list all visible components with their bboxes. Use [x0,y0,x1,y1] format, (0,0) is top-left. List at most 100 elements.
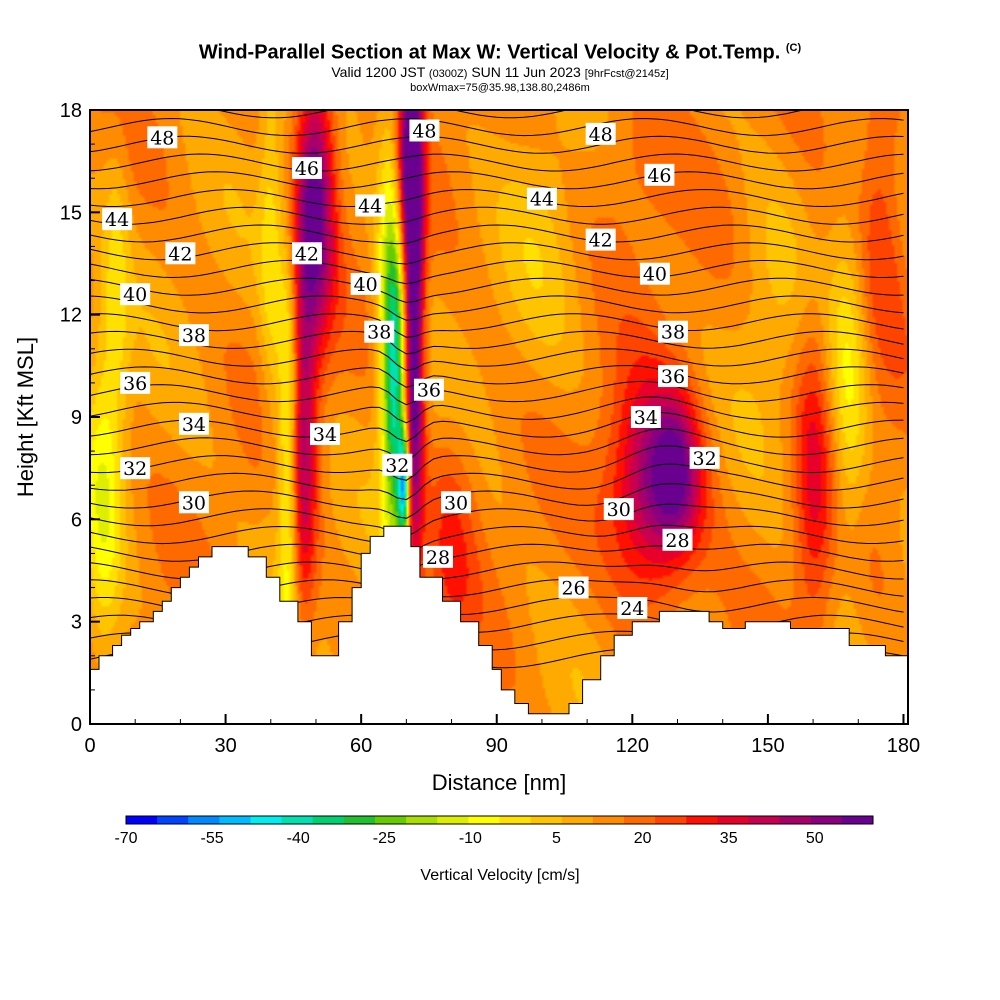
colorbar-tick-label: -25 [373,830,396,847]
theta-contour-line [90,153,904,172]
svg-text:36: 36 [417,380,441,402]
contour-label: 26 [558,576,589,600]
svg-text:30: 30 [607,499,631,521]
svg-text:38: 38 [661,322,685,344]
svg-text:42: 42 [295,243,319,265]
x-axis-title: Distance [nm] [432,770,567,795]
theta-contour-line [90,330,904,355]
svg-text:34: 34 [634,407,658,429]
x-tick-label: 60 [350,735,372,757]
theta-contour-line [90,483,904,519]
contour-label: 44 [355,194,386,218]
svg-text:46: 46 [295,158,319,180]
contour-label: 28 [422,545,453,569]
contour-label: 42 [291,242,322,265]
colorbar-swatch [624,816,656,824]
svg-text:48: 48 [412,120,436,142]
svg-text:48: 48 [589,124,613,146]
svg-text:26: 26 [561,578,585,600]
y-tick-label: 9 [71,407,82,429]
contour-label: 46 [644,163,675,187]
contour-label: 42 [585,228,616,252]
contour-label: 28 [662,528,693,552]
svg-text:24: 24 [620,598,644,620]
svg-text:28: 28 [665,530,689,552]
colorbar-swatch [561,816,594,824]
y-tick-label: 0 [71,714,82,736]
y-tick-label: 18 [60,100,82,122]
theta-contour-line [90,364,904,388]
contour-label: 48 [585,122,616,146]
theta-contour-line [90,445,904,481]
colorbar-swatch [343,816,376,824]
theta-contour-line [90,503,904,537]
colorbar-swatch [499,816,532,824]
y-tick-label: 3 [71,612,82,634]
forecast-info: [9hrFcst@2145z] [584,67,669,80]
theta-contour-line [90,428,904,462]
svg-text:36: 36 [123,373,147,395]
contour-label: 38 [364,320,395,344]
contour-label: 32 [382,453,413,477]
contour-label: 30 [441,491,472,514]
chart-subtitle: Valid 1200 JST (0300Z) SUN 11 Jun 2023 [… [0,63,1000,82]
svg-text:40: 40 [643,264,667,286]
colorbar-swatch [686,816,718,824]
colorbar-swatch [375,816,407,824]
contour-label: 30 [603,498,634,521]
theta-contour-line [90,224,904,245]
theta-contour-line [90,396,904,424]
contour-label: 48 [409,119,440,142]
contour-label: 36 [120,371,151,395]
x-tick-label: 30 [214,735,236,757]
y-tick-label: 6 [71,509,82,531]
contour-label: 44 [526,187,557,211]
colorbar-swatch [250,816,283,824]
colorbar-tick-label: 20 [634,830,652,847]
svg-text:32: 32 [123,458,147,480]
x-tick-label: 120 [616,735,649,757]
theta-contour-line [90,463,904,501]
colorbar-swatch [126,816,158,824]
svg-text:34: 34 [182,414,206,436]
valid-time: Valid 1200 JST [331,63,426,80]
colorbar-swatch [841,816,874,824]
contour-label: 32 [120,457,151,480]
theta-contour-line [90,171,904,190]
x-tick-label: 90 [486,735,508,757]
y-tick-label: 12 [60,305,82,327]
colorbar-tick-label: 35 [720,830,738,847]
colorbar-swatch [406,816,438,824]
theta-contour-line [90,188,904,208]
contour-label: 30 [178,491,209,514]
contour-label: 34 [178,412,209,436]
colorbar-swatch [219,816,252,824]
theta-contour-line [90,411,904,443]
colorbar-swatch [281,816,314,824]
contour-label: 40 [120,283,151,306]
contour-labels: 48 46 48 48 46 44 44 44 42 42 42 40 40 40 38 38 38 36 36 36… [102,119,720,620]
contour-label: 40 [639,262,670,286]
colorbar-tick-label: -70 [114,830,137,847]
theta-contour-line [90,135,904,154]
svg-text:44: 44 [105,209,129,231]
chart-title: Wind-Parallel Section at Max W: Vertical… [0,36,1000,65]
copyright-mark: (C) [785,42,802,54]
theta-contour-line [90,295,904,321]
title-block: Wind-Parallel Section at Max W: Vertical… [0,36,1000,94]
svg-text:42: 42 [589,230,613,252]
x-tick-label: 180 [887,735,920,757]
contour-label: 44 [102,208,133,231]
valid-date: SUN 11 Jun 2023 [471,63,581,80]
theta-contour-line [90,348,904,371]
colorbar-tick-label: 50 [806,830,824,847]
y-tick-label: 15 [60,202,82,224]
contour-label: 42 [165,242,196,265]
svg-text:44: 44 [530,189,554,211]
colorbar-swatch [748,816,781,824]
colorbar-swatch [530,816,563,824]
contour-label: 32 [689,446,720,470]
contour-label: 40 [350,272,381,296]
contour-label: 46 [291,156,322,180]
